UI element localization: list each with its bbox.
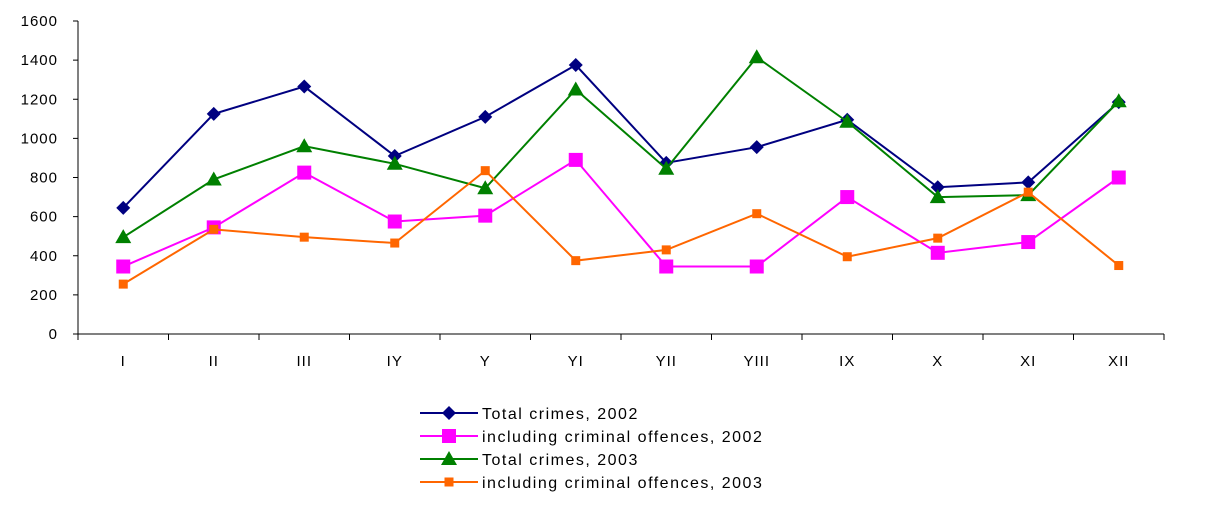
legend-entry: Total crimes, 2002 (420, 406, 639, 423)
data-point (568, 58, 583, 73)
data-point (929, 189, 946, 204)
data-point (205, 171, 222, 186)
legend-entry: Total crimes, 2003 (420, 451, 639, 469)
x-tick-label: II (209, 353, 219, 370)
legend-label: Total crimes, 2002 (482, 406, 639, 423)
data-point (571, 256, 581, 266)
data-point (749, 259, 764, 274)
data-point (390, 238, 400, 248)
data-point (387, 214, 402, 229)
data-point (568, 152, 583, 167)
data-point (842, 252, 852, 262)
y-tick-label: 0 (49, 326, 58, 343)
legend-label: including criminal offences, 2003 (482, 475, 763, 492)
series-line (122, 158, 1120, 268)
data-point (930, 245, 945, 260)
data-point (480, 166, 490, 176)
data-point (752, 209, 762, 219)
y-tick-label: 1200 (21, 91, 58, 108)
data-point (299, 232, 309, 242)
legend-entry: including criminal offences, 2003 (420, 475, 763, 492)
data-point (206, 106, 221, 121)
data-point (933, 233, 943, 243)
data-point (748, 49, 765, 64)
y-tick-label: 1400 (21, 52, 58, 69)
data-point (386, 155, 403, 170)
series-line (122, 55, 1120, 239)
x-tick-label: I (121, 353, 126, 370)
data-point (1114, 261, 1124, 271)
data-point (1110, 93, 1127, 108)
data-point (478, 109, 493, 124)
data-point (118, 279, 128, 289)
data-point (116, 200, 131, 215)
data-point (1021, 175, 1036, 190)
data-point (209, 224, 219, 234)
y-tick-label: 200 (30, 287, 58, 304)
data-point (297, 165, 312, 180)
series-line (122, 63, 1120, 209)
legend-marker (442, 406, 456, 420)
legend-entry: including criminal offences, 2002 (420, 429, 763, 446)
legend: Total crimes, 2002 including criminal off… (420, 406, 763, 492)
y-tick-label: 800 (30, 170, 58, 187)
x-tick-label: III (296, 353, 312, 370)
data-point (661, 245, 671, 255)
data-point (297, 79, 312, 94)
data-point (659, 259, 674, 274)
data-point (1021, 235, 1036, 250)
data-point (115, 229, 132, 244)
x-tick-label: Y (480, 353, 491, 370)
series-3 (115, 49, 1127, 244)
y-tick-label: 1600 (21, 13, 58, 30)
legend-label: including criminal offences, 2002 (482, 429, 763, 446)
data-point (1023, 187, 1033, 197)
data-point (930, 180, 945, 195)
x-tick-label: YI (568, 353, 584, 370)
data-point (567, 81, 584, 96)
legend-marker (441, 451, 457, 465)
data-point (477, 180, 494, 195)
data-point (478, 208, 493, 223)
x-tick-label: YIII (743, 353, 770, 370)
data-point (840, 190, 855, 205)
x-tick-label: XI (1020, 353, 1036, 370)
y-tick-label: 600 (30, 209, 58, 226)
series-4 (118, 166, 1124, 289)
x-tick-label: IX (839, 353, 855, 370)
data-point (296, 138, 313, 153)
y-tick-label: 400 (30, 248, 58, 265)
legend-label: Total crimes, 2003 (482, 452, 639, 469)
y-tick-label: 1000 (21, 130, 58, 147)
x-tick-label: XII (1108, 353, 1129, 370)
series-1 (116, 58, 1126, 215)
data-point (116, 259, 131, 274)
x-tick-label: X (932, 353, 943, 370)
series-line (122, 169, 1120, 285)
data-point (839, 113, 856, 128)
data-point (658, 160, 675, 175)
data-point (749, 140, 764, 155)
x-tick-label: IY (387, 353, 403, 370)
x-tick-label: YII (656, 353, 677, 370)
data-point (1111, 170, 1126, 185)
legend-marker (442, 429, 456, 443)
legend-marker (444, 477, 454, 487)
